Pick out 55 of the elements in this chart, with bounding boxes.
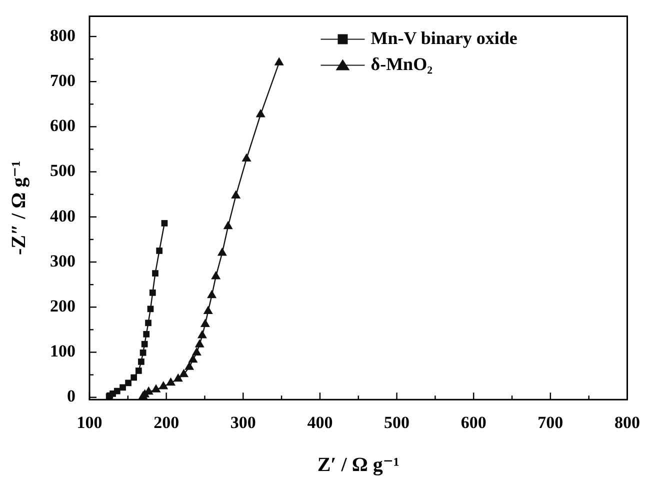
point bbox=[200, 318, 210, 328]
y-tick-label: 800 bbox=[50, 26, 76, 45]
point bbox=[184, 362, 194, 370]
point bbox=[143, 331, 150, 338]
point bbox=[173, 373, 183, 382]
point bbox=[242, 153, 252, 162]
point bbox=[130, 374, 138, 381]
y-tick-label: 700 bbox=[50, 70, 76, 90]
x-tick-label: 400 bbox=[307, 413, 333, 432]
point bbox=[149, 290, 156, 296]
y-tick-label: 600 bbox=[50, 116, 76, 136]
point bbox=[256, 109, 266, 118]
x-axis-title: Z′ / Ω g⁻¹ bbox=[317, 454, 400, 476]
y-tick-label: 500 bbox=[50, 161, 76, 180]
point bbox=[120, 384, 126, 391]
point bbox=[156, 248, 163, 254]
x-tick-label: 100 bbox=[76, 413, 102, 432]
point bbox=[152, 270, 158, 276]
y-tick-label: 400 bbox=[50, 206, 76, 226]
point bbox=[274, 57, 284, 66]
y-tick-label: 200 bbox=[50, 296, 76, 316]
x-tick-label: 700 bbox=[538, 413, 564, 432]
point bbox=[114, 388, 120, 394]
point bbox=[125, 380, 132, 386]
point bbox=[158, 381, 168, 390]
x-tick-label: 500 bbox=[384, 413, 410, 432]
y-axis-title: -Z″ / Ω g⁻¹ bbox=[8, 160, 30, 255]
y-tick-label: 100 bbox=[50, 342, 76, 361]
point bbox=[203, 306, 213, 314]
point bbox=[194, 339, 204, 348]
point bbox=[207, 290, 217, 298]
point bbox=[141, 340, 148, 348]
y-tick-label: 0 bbox=[67, 386, 76, 406]
point bbox=[135, 368, 142, 374]
point bbox=[197, 330, 207, 338]
point bbox=[217, 248, 227, 256]
y-tick-label: 300 bbox=[50, 251, 76, 270]
x-tick-label: 600 bbox=[460, 413, 486, 432]
point bbox=[178, 368, 189, 378]
point bbox=[140, 350, 146, 356]
x-tick-label: 200 bbox=[154, 413, 180, 432]
point bbox=[188, 354, 198, 363]
point bbox=[166, 377, 176, 386]
point bbox=[223, 220, 233, 230]
point bbox=[161, 220, 168, 226]
point bbox=[211, 270, 221, 280]
point bbox=[231, 190, 241, 198]
point bbox=[192, 347, 202, 356]
point bbox=[145, 320, 152, 326]
point bbox=[138, 358, 144, 365]
x-tick-label: 800 bbox=[614, 413, 640, 432]
point bbox=[151, 384, 161, 392]
legend-label: Mn-V binary oxide bbox=[370, 28, 518, 48]
x-tick-label: 300 bbox=[230, 413, 256, 432]
legend-label: δ-MnO₂ bbox=[370, 54, 432, 74]
